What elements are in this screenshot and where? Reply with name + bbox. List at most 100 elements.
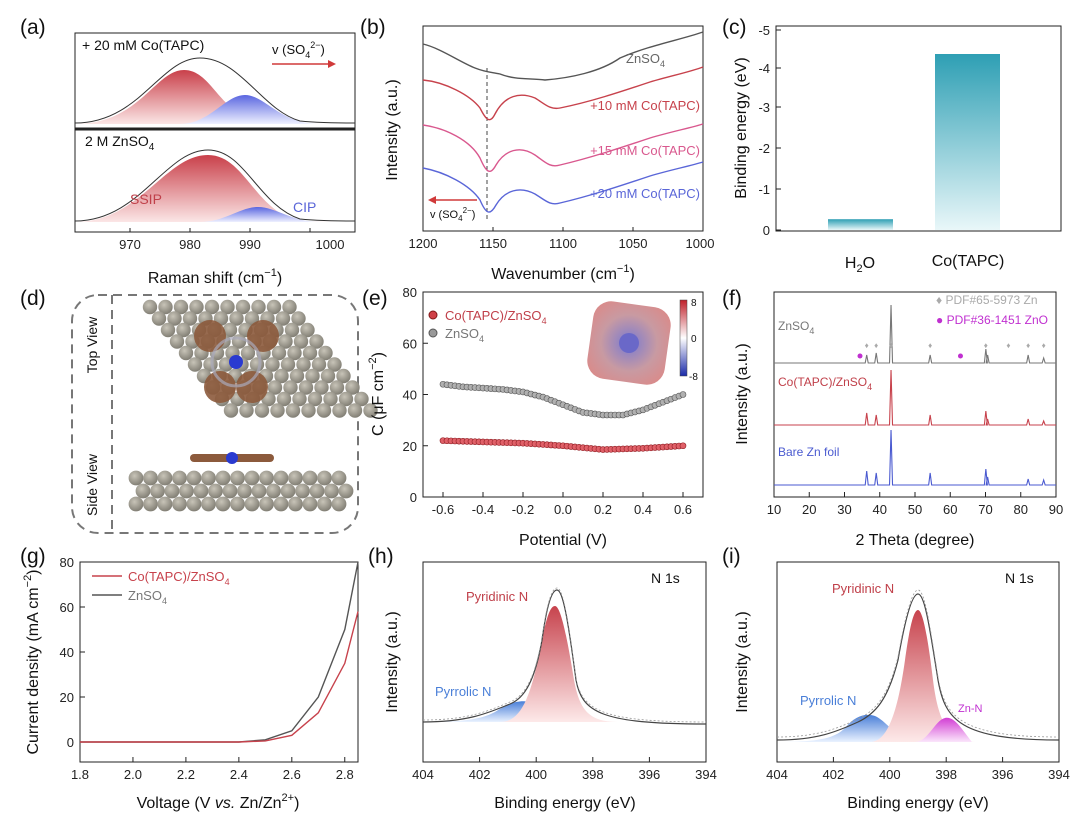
panel-a-top-envelope: [74, 57, 356, 124]
panel-i-xtick-label: 394: [1048, 767, 1070, 782]
zn-atom: [128, 470, 144, 486]
zn-atom: [273, 470, 289, 486]
panel-i-frame: [776, 561, 1060, 763]
zn-atom: [347, 403, 363, 418]
zn-atom: [332, 403, 347, 418]
zn-atom: [293, 334, 309, 349]
panel-e-legend2: ZnSO4: [445, 326, 484, 344]
zn-atom: [363, 403, 378, 418]
zn-atom: [316, 403, 332, 418]
zn-atom: [215, 496, 231, 512]
panel-a-bottom-ssip-peak: [75, 155, 355, 222]
zn-atom: [157, 496, 173, 512]
panel-b-curve-15mm: [422, 123, 704, 172]
zn-atom: [229, 311, 244, 326]
panel-i: (i) Intensity (a.u.) N 1s Pyridinic N Py…: [722, 545, 1070, 812]
panel-h-xtick-label: 394: [695, 767, 717, 782]
zn-atom: [151, 311, 167, 326]
panel-h-raw-data: [422, 587, 707, 723]
panel-c-tick-m4: -4: [758, 61, 770, 76]
panel-i-znn-label: Zn-N: [958, 703, 983, 715]
zn-atom: [317, 496, 332, 512]
zn-atom: [167, 311, 182, 326]
panel-i-pyridinic-label: Pyridinic N: [832, 581, 894, 596]
zn-atom: [327, 357, 342, 372]
panel-f-xtick-label: 20: [802, 502, 816, 517]
panel-c-tick-m5: -5: [758, 23, 770, 38]
panel-i-x-ticks: 404 402 400 398 396 394: [766, 757, 1070, 782]
panel-e-ticks: 0 20 40 60 80 -0.6 -0.4 -0.2 0.0 0.2 0.4 0.6: [403, 285, 693, 517]
panel-b-tick-1000: 1000: [686, 236, 715, 251]
panel-e-point-co: [679, 442, 687, 450]
panel-f-zno-marker: [957, 353, 963, 359]
zn-atom: [239, 403, 254, 418]
zn-atom: [259, 496, 274, 512]
panel-c-frame: [775, 25, 1062, 232]
panel-b-x-ticks: 1200 1150 1100 1050 1000: [409, 227, 715, 251]
panel-a-tick-1000: 1000: [316, 237, 345, 252]
zn-atom: [298, 380, 314, 395]
panel-f-zn-marker: ♦: [984, 341, 988, 350]
panel-b-tick-1050: 1050: [619, 236, 648, 251]
panel-c: (c) Binding energy (eV) -5 -4 -3 -2 -1 0…: [722, 16, 1062, 275]
panel-f-pattern-bare: [774, 429, 1056, 486]
zn-atom: [186, 470, 202, 486]
zn-atom: [302, 345, 318, 361]
zn-atom: [201, 496, 216, 512]
panel-e-xtick-label: -0.4: [472, 502, 494, 517]
panel-f: (f) Intensity (a.u.) ♦ PDF#65-5973 Zn ● …: [722, 287, 1063, 549]
panel-h-xtick-label: 400: [525, 767, 547, 782]
zn-atom: [285, 403, 301, 418]
panel-d-label: (d): [20, 287, 46, 310]
panel-a-tick-970: 970: [119, 237, 141, 252]
panel-i-pyridinic-peak: [870, 610, 975, 742]
panel-f-ylabel: Intensity (a.u.): [734, 343, 751, 444]
zn-atom: [158, 299, 173, 315]
panel-i-label: (i): [722, 545, 741, 568]
panel-i-raw-data: [776, 589, 1060, 738]
panel-h-title: N 1s: [651, 570, 680, 586]
zn-atom: [338, 483, 354, 499]
panel-g-label: (g): [20, 545, 46, 568]
zn-atom: [314, 380, 329, 395]
panel-i-xtick-label: 400: [879, 767, 901, 782]
panel-f-xtick-label: 10: [767, 502, 781, 517]
panel-e-xtick-label: -0.6: [432, 502, 454, 517]
zn-atom: [295, 483, 310, 499]
panel-e-xtick-label: -0.2: [512, 502, 534, 517]
panel-a-top-cip-peak: [180, 95, 320, 124]
panel-a-label: (a): [20, 16, 46, 39]
zn-atom: [164, 483, 180, 499]
panel-c-cat-co-tapc: Co(TAPC): [932, 253, 1005, 270]
panel-e-xtick-label: 0.2: [594, 502, 612, 517]
panel-c-tick-0: 0: [763, 223, 770, 238]
panel-d: (d) Top View Side View: [20, 287, 378, 534]
panel-e-ytick-label: 0: [410, 490, 417, 505]
panel-c-tick-m2: -2: [758, 141, 770, 156]
panel-c-y-ticks: -5 -4 -3 -2 -1 0: [758, 23, 781, 238]
zn-atom: [173, 299, 189, 315]
zn-atom: [251, 299, 266, 315]
zn-atom: [189, 299, 204, 315]
panel-a-top-ssip-peak: [75, 70, 355, 124]
panel-a-cip: CIP: [293, 199, 316, 215]
panel-a-top-label: + 20 mM Co(TAPC): [82, 37, 204, 53]
panel-i-ylabel: Intensity (a.u.): [734, 611, 751, 712]
panel-c-tick-m1: -1: [758, 182, 770, 197]
panel-e-xtick-label: 0.4: [634, 502, 652, 517]
panel-g-ticks: 0 20 40 60 80 1.8 2.0 2.2 2.4 2.6 2.8: [60, 555, 354, 782]
panel-h-envelope: [422, 589, 707, 725]
zn-atom: [280, 483, 296, 499]
panel-e-point-znso4: [679, 391, 687, 398]
zn-atom: [186, 496, 202, 512]
panel-h-xtick-label: 396: [639, 767, 661, 782]
panel-f-legend2: ● PDF#36-1451 ZnO: [936, 313, 1048, 327]
panel-e-xtick-label: 0.6: [674, 502, 692, 517]
panel-f-pattern-co: [774, 369, 1056, 426]
zn-atom: [172, 496, 187, 512]
panel-a-x-ticks: 970 980 990 1000: [119, 228, 344, 252]
panel-g-xtick-label: 2.2: [177, 767, 195, 782]
panel-e-ylabel: C (μF cm−2): [367, 352, 387, 436]
zn-atom: [324, 483, 339, 499]
